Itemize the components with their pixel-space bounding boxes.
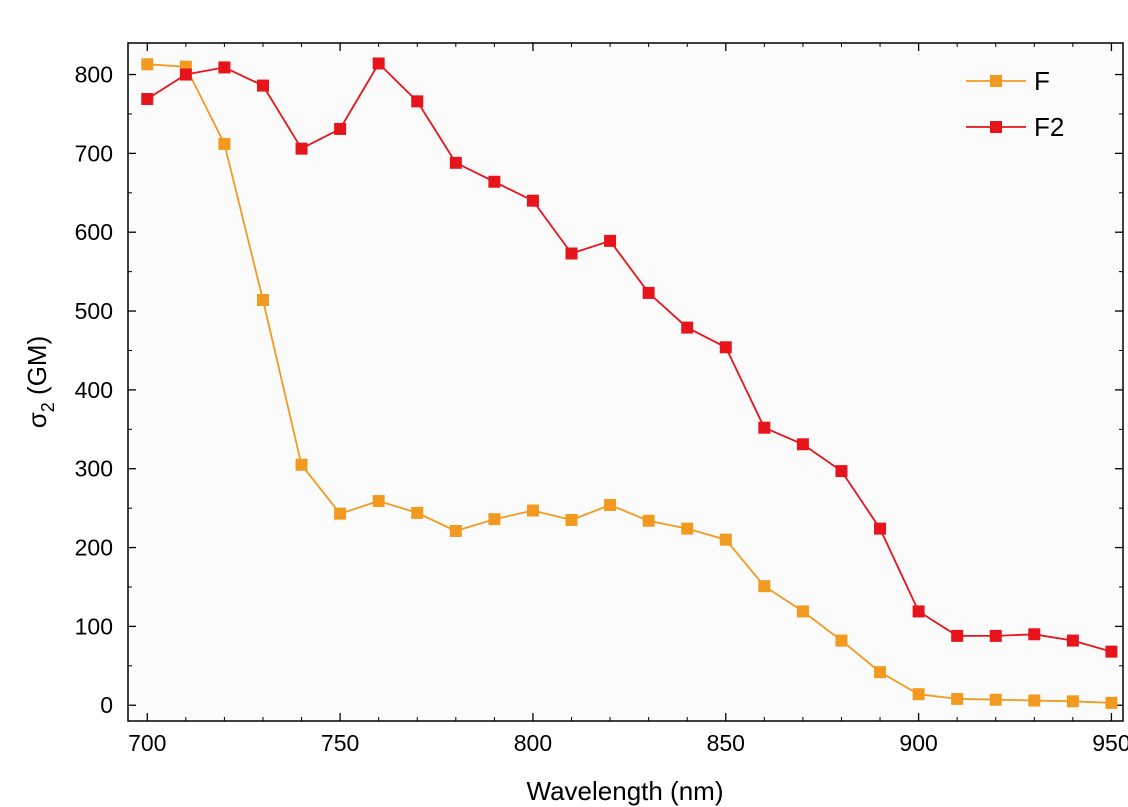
data-point-F [874,666,887,679]
y-axis-title-subscript: 2 [38,402,58,412]
data-point-F2 [758,421,771,434]
data-point-F [1028,694,1041,707]
data-point-F2 [989,629,1002,642]
data-point-F2 [642,286,655,299]
y-tick-label: 400 [75,377,113,403]
series-line-F2 [146,62,1112,653]
data-point-F [295,458,308,471]
y-axis-title-symbol: σ [22,412,52,428]
data-point-F [758,580,771,593]
x-tick-label: 900 [899,730,937,756]
data-point-F2 [719,341,732,354]
data-point-F2 [179,68,192,81]
series-layer [141,57,1118,709]
data-point-F2 [565,247,578,260]
y-tick-label: 300 [75,456,113,482]
data-point-F2 [256,79,269,92]
data-point-F2 [604,234,617,247]
data-point-F [604,498,617,511]
data-point-F [989,693,1002,706]
data-point-F2 [912,605,925,618]
data-point-F [488,513,501,526]
x-tick-label: 750 [321,730,359,756]
data-point-F [796,605,809,618]
data-point-F2 [681,321,694,334]
y-tick-label: 100 [75,613,113,639]
x-tick-label: 850 [707,730,745,756]
data-point-F2 [1028,628,1041,641]
data-point-F [1066,695,1079,708]
data-point-F2 [1105,645,1118,658]
data-point-F [565,513,578,526]
legend-label-F: F [1034,66,1050,96]
legend-marker-F2 [990,121,1002,133]
x-axis-title: Wavelength (nm) [527,776,724,806]
data-point-F [449,525,462,538]
data-point-F2 [1066,634,1079,647]
data-point-F2 [796,438,809,451]
axes: 700 750 800 850 900 950 0 100 200 300 400 500 600 700… [75,42,1128,756]
legend-label-F2: F2 [1034,112,1064,142]
data-point-F2 [951,629,964,642]
data-point-F [1105,696,1118,709]
y-tick-label: 800 [75,62,113,88]
data-point-F [256,294,269,307]
data-point-F [334,507,347,520]
x-tick-label: 700 [128,730,166,756]
data-point-F2 [874,522,887,535]
y-tick-label: 200 [75,535,113,561]
data-point-F [835,634,848,647]
data-point-F [681,522,694,535]
data-point-F2 [488,175,501,188]
y-tick-label: 700 [75,140,113,166]
data-point-F [642,514,655,527]
legend-marker-F [990,75,1002,87]
data-point-F [526,504,539,517]
data-point-F2 [295,142,308,155]
data-point-F [218,137,231,150]
data-point-F [411,506,424,519]
data-point-F [951,692,964,705]
x-tick-label: 800 [514,730,552,756]
y-tick-label: 600 [75,219,113,245]
series-line-F [147,63,1112,704]
y-axis-title: σ2 (GM) [22,336,58,428]
data-point-F [912,688,925,701]
data-point-F2 [835,465,848,478]
y-tick-label: 0 [100,692,113,718]
data-point-F2 [141,92,154,105]
data-point-F2 [372,57,385,70]
y-axis-title-unit: (GM) [22,336,52,402]
data-point-F [141,58,154,71]
data-point-F2 [334,122,347,135]
plot-background [128,43,1123,721]
data-point-F2 [411,95,424,108]
data-point-F [372,495,385,508]
legend: F F2 [966,66,1064,142]
data-point-F2 [449,156,462,169]
x-tick-label: 950 [1092,730,1128,756]
plot-frame [127,42,1124,722]
y-tick-label: 500 [75,298,113,324]
data-point-F2 [526,194,539,207]
data-point-F2 [218,61,231,74]
data-point-F [719,533,732,546]
